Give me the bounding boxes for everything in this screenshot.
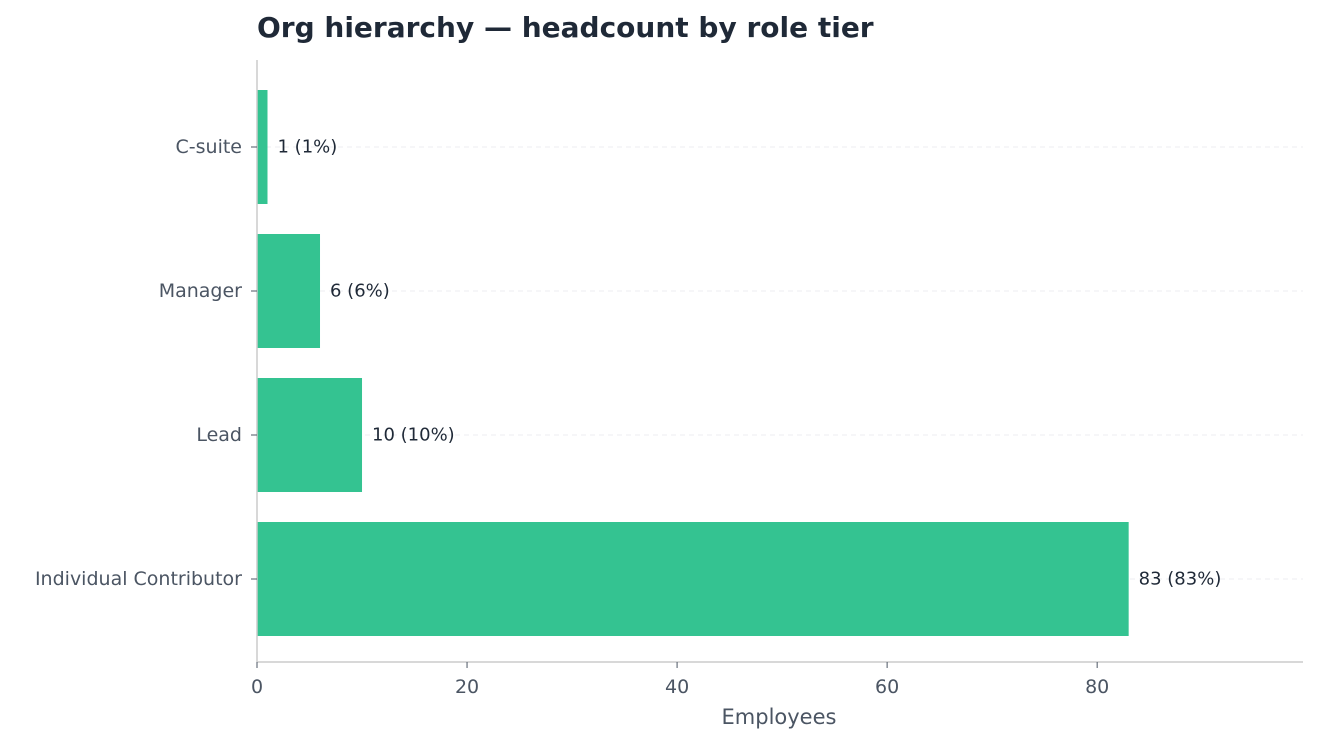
- y-tick-label: Manager: [159, 280, 242, 302]
- value-labels: 1 (1%) 6 (6%) 10 (10%) 83 (83%): [278, 137, 1222, 590]
- bar-value-label: 1 (1%): [278, 137, 338, 158]
- bar-value-label: 10 (10%): [372, 425, 455, 446]
- bar-individual-contributor: [257, 522, 1129, 636]
- y-tick-label: Lead: [196, 424, 242, 446]
- x-axis-label: Employees: [722, 705, 837, 729]
- grid-lines: [257, 146, 1303, 580]
- bar-value-label: 6 (6%): [330, 281, 390, 302]
- bar-manager: [257, 234, 321, 348]
- bar-c-suite: [257, 90, 268, 204]
- bar-value-label: 83 (83%): [1139, 569, 1222, 590]
- y-axis-ticks: C-suite Manager Lead Individual Contributor: [35, 136, 257, 590]
- axes: [256, 60, 1303, 663]
- bars: [257, 90, 1129, 636]
- x-tick-label: 20: [455, 676, 479, 698]
- y-tick-label: Individual Contributor: [35, 568, 242, 590]
- bar-lead: [257, 378, 363, 492]
- y-tick-label: C-suite: [176, 136, 242, 158]
- x-tick-label: 60: [875, 676, 899, 698]
- x-tick-label: 0: [251, 676, 263, 698]
- x-tick-label: 80: [1085, 676, 1109, 698]
- chart-title: Org hierarchy — headcount by role tier: [257, 11, 874, 44]
- x-tick-label: 40: [665, 676, 689, 698]
- x-axis-ticks: 0 20 40 60 80: [251, 662, 1109, 698]
